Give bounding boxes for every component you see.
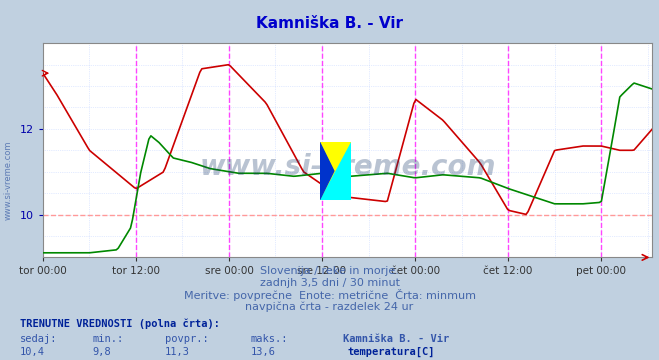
Text: sedaj:: sedaj:: [20, 334, 57, 344]
Text: TRENUTNE VREDNOSTI (polna črta):: TRENUTNE VREDNOSTI (polna črta):: [20, 319, 219, 329]
Text: www.si-vreme.com: www.si-vreme.com: [200, 153, 496, 181]
Text: min.:: min.:: [92, 334, 123, 344]
Text: Meritve: povprečne  Enote: metrične  Črta: minmum: Meritve: povprečne Enote: metrične Črta:…: [183, 289, 476, 301]
Text: Slovenija / reke in morje.: Slovenija / reke in morje.: [260, 266, 399, 276]
Text: povpr.:: povpr.:: [165, 334, 208, 344]
Text: 11,3: 11,3: [165, 347, 190, 357]
Text: zadnjh 3,5 dni / 30 minut: zadnjh 3,5 dni / 30 minut: [260, 278, 399, 288]
Polygon shape: [320, 142, 334, 200]
Polygon shape: [320, 142, 351, 200]
Text: 9,8: 9,8: [92, 347, 111, 357]
Text: 13,6: 13,6: [250, 347, 275, 357]
Text: Kamniška B. - Vir: Kamniška B. - Vir: [256, 16, 403, 31]
Text: maks.:: maks.:: [250, 334, 288, 344]
Text: www.si-vreme.com: www.si-vreme.com: [3, 140, 13, 220]
Text: navpična črta - razdelek 24 ur: navpična črta - razdelek 24 ur: [245, 301, 414, 312]
Polygon shape: [320, 142, 351, 200]
Text: temperatura[C]: temperatura[C]: [348, 347, 436, 357]
Text: Kamniška B. - Vir: Kamniška B. - Vir: [343, 334, 449, 344]
Text: 10,4: 10,4: [20, 347, 45, 357]
